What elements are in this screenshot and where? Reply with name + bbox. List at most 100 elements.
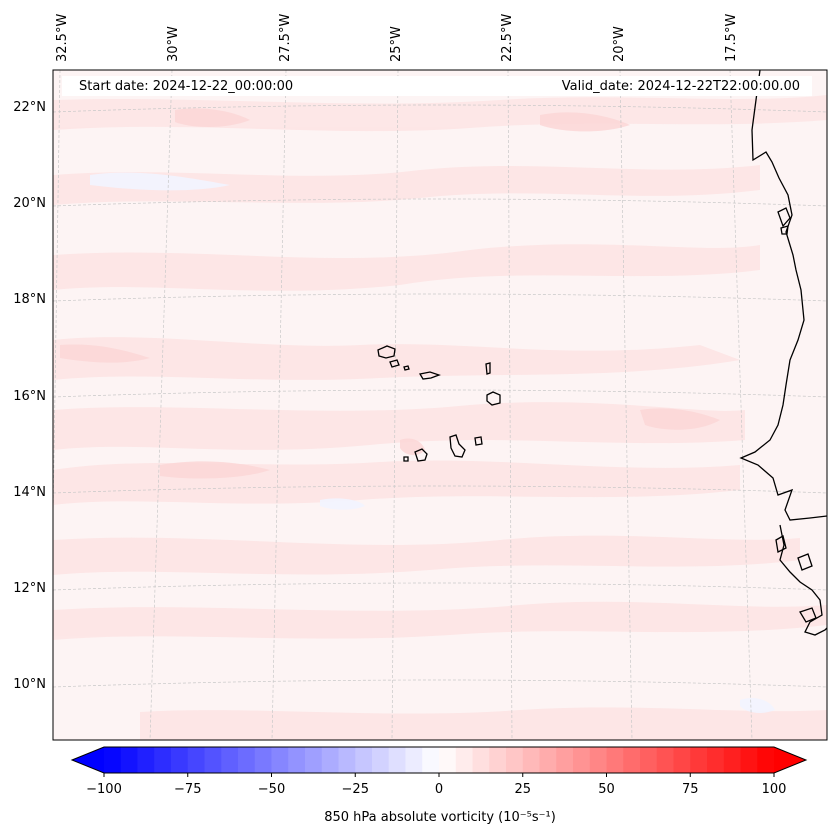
colorbar-cell	[439, 747, 457, 773]
meridian-20w	[619, 70, 633, 740]
lon-label-25w: 25°W	[389, 26, 404, 62]
colorbar-cell	[187, 747, 206, 773]
lat-label-12n: 12°N	[13, 581, 46, 596]
colorbar-cell	[606, 747, 624, 773]
island-sal	[485, 362, 491, 375]
colorbar-cell	[355, 747, 373, 773]
island-maio	[474, 436, 483, 446]
lat-label-22n: 22°N	[13, 100, 46, 115]
parallel-16n	[53, 389, 827, 398]
lat-label-16n: 16°N	[13, 389, 46, 404]
colorbar-tick-label: 0	[435, 782, 443, 797]
africa-coastline-south	[779, 524, 827, 636]
colorbar-tick-label: 25	[514, 782, 531, 797]
parallel-20n	[53, 198, 827, 207]
colorbar-cell	[640, 747, 658, 773]
colorbar-cell	[422, 747, 440, 773]
colorbar-cell	[305, 747, 323, 773]
colorbar-cell	[405, 747, 423, 773]
valid-date-label: Valid_date: 2024-12-22T22:00:00.00	[562, 79, 800, 94]
start-date-label: Start date: 2024-12-22_00:00:00	[79, 79, 293, 94]
meridian-32-5w	[53, 70, 61, 521]
colorbar-cell	[556, 747, 574, 773]
meridian-17-5w	[729, 70, 753, 740]
colorbar-cell	[221, 747, 239, 773]
colorbar-extend-max	[774, 747, 806, 773]
colorbar-cell	[673, 747, 691, 773]
negative-vorticity-patches	[90, 172, 775, 713]
colorbar-cells	[72, 747, 806, 773]
lon-label-30w: 30°W	[166, 26, 181, 62]
colorbar-extend-min	[72, 747, 104, 773]
parallel-12n	[53, 582, 827, 591]
colorbar-tick-label: 50	[598, 782, 615, 797]
meridian-25w	[391, 70, 399, 740]
date-banner	[62, 76, 812, 96]
map-panel	[53, 70, 827, 740]
island-sao-vicente	[389, 359, 400, 368]
colorbar: −100 −75 −50 −25 0 25 50 75 100 850 hPa absolute…	[70, 746, 808, 825]
coastline	[739, 70, 827, 636]
colorbar-cell	[271, 747, 289, 773]
colorbar-tick-label: −25	[342, 782, 369, 797]
colorbar-cell	[388, 747, 407, 773]
parallel-18n	[53, 293, 827, 302]
colorbar-cell	[238, 747, 256, 773]
longitude-labels: 32.5°W 30°W 27.5°W 25°W 22.5°W 20°W 17.5…	[55, 14, 739, 62]
parallel-22n	[53, 104, 827, 113]
africa-coastline	[739, 70, 827, 521]
colorbar-cell	[506, 747, 524, 773]
colorbar-cell	[539, 747, 557, 773]
island-fogo	[414, 448, 428, 462]
colorbar-label: 850 hPa absolute vorticity (10⁻⁵s⁻¹)	[324, 810, 556, 825]
lat-label-14n: 14°N	[13, 485, 46, 500]
colorbar-cell	[204, 747, 222, 773]
colorbar-cell	[104, 747, 122, 773]
colorbar-cell	[623, 747, 641, 773]
colorbar-cell	[321, 747, 340, 773]
island-sao-nicolau	[418, 371, 441, 380]
colorbar-cell	[154, 747, 172, 773]
colorbar-cell	[455, 747, 474, 773]
colorbar-cell	[372, 747, 390, 773]
colorbar-cell	[288, 747, 306, 773]
colorbar-tick-label: −50	[258, 782, 285, 797]
lon-label-17-5w: 17.5°W	[724, 14, 739, 62]
island-boa-vista	[486, 391, 501, 406]
lon-label-22-5w: 22.5°W	[500, 14, 515, 62]
colorbar-cell	[472, 747, 490, 773]
colorbar-cell	[254, 747, 273, 773]
island-santa-luzia	[403, 365, 410, 371]
lat-label-18n: 18°N	[13, 292, 46, 307]
colorbar-cell	[656, 747, 675, 773]
island-santiago	[449, 434, 466, 458]
colorbar-cell	[489, 747, 507, 773]
colorbar-cell	[707, 747, 725, 773]
vorticity-shading-strong	[60, 108, 720, 479]
meridian-30w	[149, 70, 173, 740]
island-santo-antao	[377, 345, 396, 359]
colorbar-cell	[690, 747, 708, 773]
colorbar-cell	[171, 747, 189, 773]
colorbar-tick-label: 75	[682, 782, 699, 797]
graticule	[53, 70, 827, 740]
colorbar-tick-label: −100	[86, 782, 122, 797]
colorbar-ticks: −100 −75 −50 −25 0 25 50 75 100	[86, 773, 786, 797]
colorbar-cell	[723, 747, 742, 773]
island-brava	[403, 456, 409, 462]
cape-verde-islands	[377, 345, 501, 462]
colorbar-tick-label: −75	[174, 782, 201, 797]
vorticity-shading	[53, 95, 827, 740]
meridian-22-5w	[507, 70, 513, 740]
latitude-labels: 22°N 20°N 18°N 16°N 14°N 12°N 10°N	[13, 100, 46, 692]
parallel-14n	[53, 485, 827, 494]
lat-label-10n: 10°N	[13, 677, 46, 692]
colorbar-cell	[522, 747, 541, 773]
colorbar-cell	[338, 747, 356, 773]
colorbar-cell	[137, 747, 155, 773]
colorbar-cell	[573, 747, 591, 773]
colorbar-tick-label: 100	[762, 782, 787, 797]
colorbar-cell	[740, 747, 758, 773]
colorbar-cell	[120, 747, 139, 773]
